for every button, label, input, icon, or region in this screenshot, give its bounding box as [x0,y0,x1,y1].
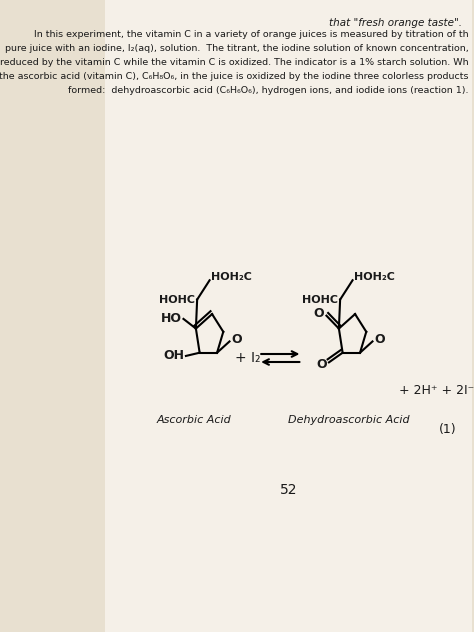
Text: + I₂: + I₂ [236,351,261,365]
Text: HOH₂C: HOH₂C [354,272,395,283]
Text: (1): (1) [439,423,457,437]
Text: HOH₂C: HOH₂C [211,272,252,283]
Text: pure juice with an iodine, I₂(aq), solution.  The titrant, the iodine solution o: pure juice with an iodine, I₂(aq), solut… [5,44,468,53]
Text: O: O [313,307,324,320]
Text: reduced by the vitamin C while the vitamin C is oxidized. The indicator is a 1% : reduced by the vitamin C while the vitam… [0,58,468,67]
Text: O: O [316,358,327,371]
Text: In this experiment, the vitamin C in a variety of orange juices is measured by t: In this experiment, the vitamin C in a v… [22,30,468,39]
Text: OH: OH [164,349,184,362]
Text: O: O [374,333,385,346]
Text: O: O [231,333,242,346]
Text: 52: 52 [280,483,297,497]
Text: HOHC: HOHC [159,295,195,305]
Text: Dehydroascorbic Acid: Dehydroascorbic Acid [288,415,410,425]
Text: Ascorbic Acid: Ascorbic Acid [157,415,231,425]
FancyBboxPatch shape [105,0,472,632]
Text: + 2H⁺ + 2I⁻: + 2H⁺ + 2I⁻ [399,384,474,396]
Text: HOHC: HOHC [302,295,338,305]
Text: that "fresh orange taste".: that "fresh orange taste". [329,18,462,28]
Text: HO: HO [161,312,182,325]
Text: the ascorbic acid (vitamin C), C₆H₈O₆, in the juice is oxidized by the iodine th: the ascorbic acid (vitamin C), C₆H₈O₆, i… [0,72,468,81]
Text: formed:  dehydroascorbic acid (C₆H₆O₆), hydrogen ions, and iodide ions (reaction: formed: dehydroascorbic acid (C₆H₆O₆), h… [68,86,468,95]
